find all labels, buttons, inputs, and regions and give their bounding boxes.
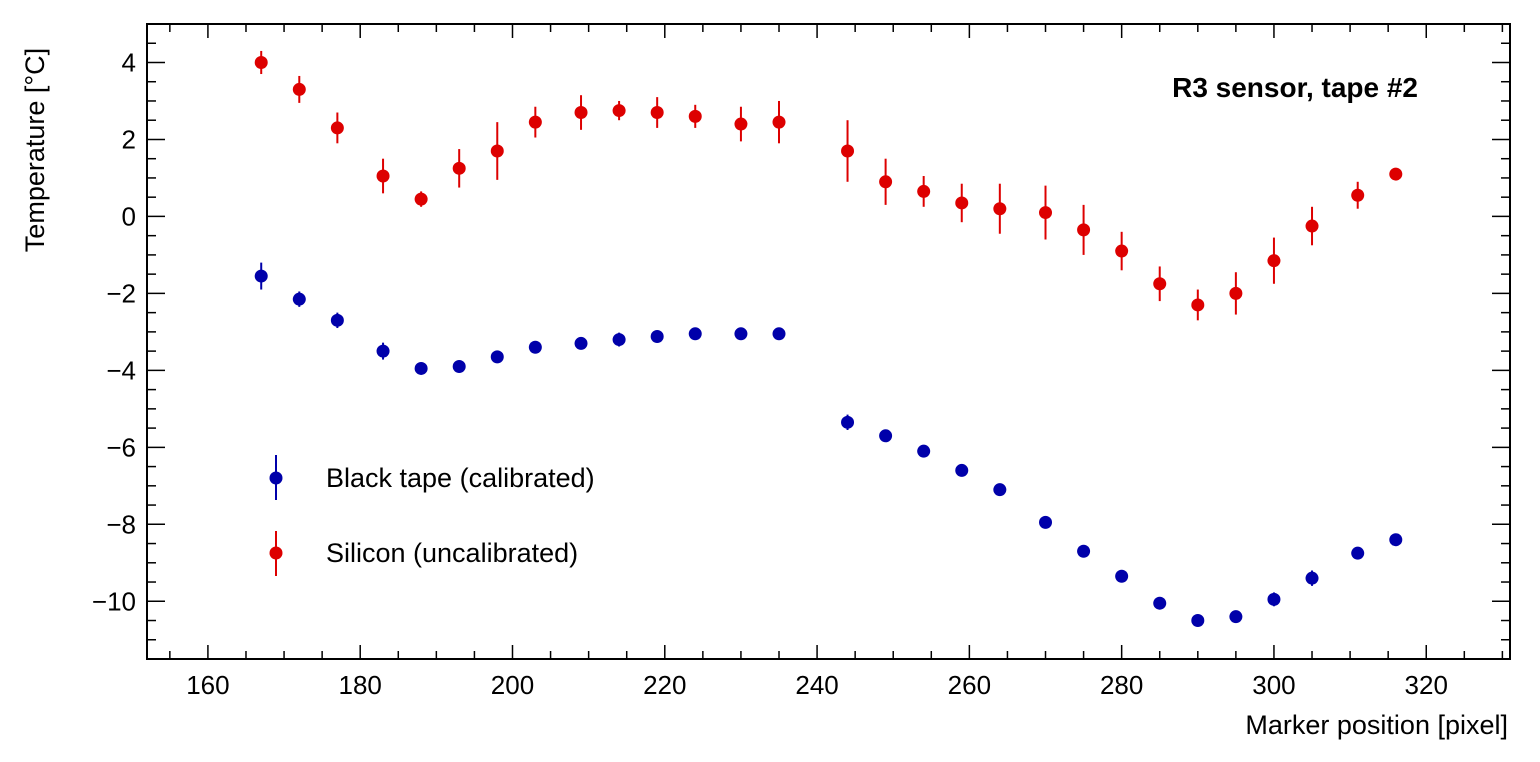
data-point <box>1039 206 1053 220</box>
x-tick-label: 200 <box>491 670 534 700</box>
data-point <box>452 161 466 175</box>
x-tick-label: 320 <box>1405 670 1448 700</box>
data-point <box>1267 592 1281 606</box>
x-tick-label: 160 <box>186 670 229 700</box>
data-point <box>1267 254 1281 268</box>
data-point <box>1351 546 1365 560</box>
data-point <box>734 327 748 341</box>
data-point <box>1191 614 1205 628</box>
data-point <box>1115 244 1129 258</box>
data-point <box>528 340 542 354</box>
data-point <box>1351 188 1365 202</box>
x-tick-label: 300 <box>1252 670 1295 700</box>
data-point <box>1153 277 1167 291</box>
x-tick-label: 260 <box>948 670 991 700</box>
data-point <box>1153 596 1167 610</box>
legend-black-tape-label: Black tape (calibrated) <box>326 463 595 493</box>
data-point <box>993 202 1007 216</box>
data-point <box>1229 286 1243 300</box>
data-point <box>1305 571 1319 585</box>
data-point <box>955 463 969 477</box>
series-black-tape <box>254 262 1403 628</box>
data-point <box>612 333 626 347</box>
data-point <box>376 344 390 358</box>
x-tick-label: 280 <box>1100 670 1143 700</box>
data-point <box>879 429 893 443</box>
data-point <box>254 55 268 69</box>
chart-title: R3 sensor, tape #2 <box>1172 72 1418 103</box>
y-tick-label: −6 <box>106 432 136 462</box>
x-tick-label: 240 <box>795 670 838 700</box>
data-point <box>452 360 466 374</box>
x-axis-title: Marker position [pixel] <box>1245 710 1508 740</box>
data-point <box>1305 219 1319 233</box>
data-point <box>612 104 626 118</box>
axis-ticks <box>147 23 1510 660</box>
data-point <box>528 115 542 129</box>
data-point <box>330 313 344 327</box>
legend: Black tape (calibrated) Silicon (uncalib… <box>269 455 595 576</box>
data-point <box>490 144 504 158</box>
y-tick-label: −2 <box>106 278 136 308</box>
data-point <box>841 144 855 158</box>
data-point <box>414 361 428 375</box>
data-point <box>688 109 702 123</box>
data-point <box>1389 533 1403 547</box>
data-point <box>879 175 893 189</box>
y-tick-label: 0 <box>122 201 136 231</box>
data-point <box>993 483 1007 497</box>
data-point <box>1229 610 1243 624</box>
y-tick-label: 2 <box>122 124 136 154</box>
series-silicon <box>254 50 1403 321</box>
data-point <box>574 336 588 350</box>
plot-frame <box>146 23 1511 660</box>
data-point <box>292 292 306 306</box>
data-point <box>490 350 504 364</box>
data-point <box>772 115 786 129</box>
data-point <box>734 117 748 131</box>
data-point <box>574 106 588 120</box>
y-axis-title: Temperature [°C] <box>20 48 50 252</box>
data-point <box>917 444 931 458</box>
y-tick-label: 4 <box>122 47 136 77</box>
data-point <box>772 327 786 341</box>
data-point <box>292 82 306 96</box>
data-point <box>330 121 344 135</box>
data-point <box>414 192 428 206</box>
data-series <box>254 50 1403 628</box>
data-point <box>650 329 664 343</box>
y-tick-label: −8 <box>106 509 136 539</box>
data-point <box>841 415 855 429</box>
y-tick-label: −4 <box>106 355 136 385</box>
axis-tick-labels: 160 180 200 220 240 260 280 300 320 −10 −8 −6 −4 −2 0 2… <box>92 47 1448 700</box>
legend-black-tape-marker <box>269 471 283 485</box>
data-point <box>1039 515 1053 529</box>
data-point <box>1191 298 1205 312</box>
y-tick-label: −10 <box>92 586 136 616</box>
data-point <box>955 196 969 210</box>
data-point <box>1389 167 1403 181</box>
data-point <box>376 169 390 183</box>
legend-silicon-marker <box>269 546 283 560</box>
data-point <box>1077 223 1091 237</box>
data-point <box>254 269 268 283</box>
data-point <box>1077 544 1091 558</box>
data-point <box>650 106 664 120</box>
x-tick-label: 220 <box>643 670 686 700</box>
data-point <box>1115 569 1129 583</box>
x-tick-label: 180 <box>339 670 382 700</box>
legend-silicon-label: Silicon (uncalibrated) <box>326 538 578 568</box>
data-point <box>917 184 931 198</box>
data-point <box>688 327 702 341</box>
